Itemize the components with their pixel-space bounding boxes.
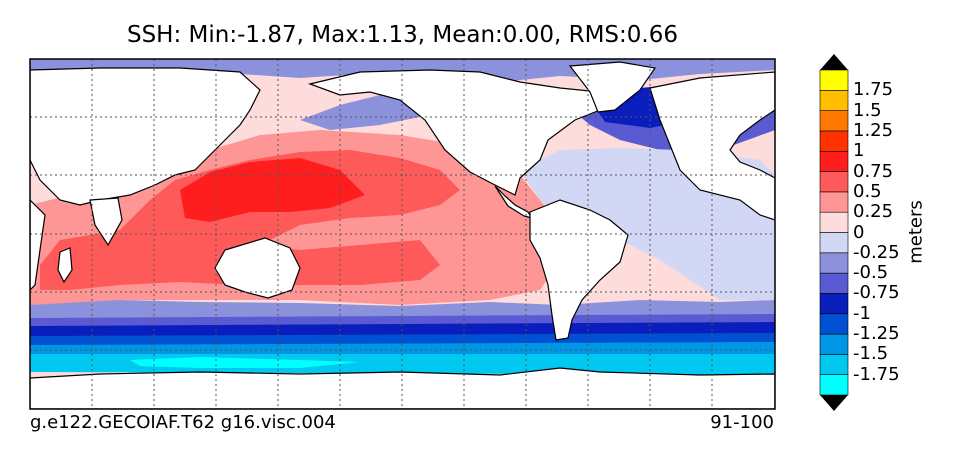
warm-pool-peak	[180, 158, 365, 222]
map-frame	[29, 58, 776, 410]
land-south-america	[529, 199, 629, 341]
chart-title: SSH: Min:-1.87, Max:1.13, Mean:0.00, RMS…	[126, 22, 678, 48]
colorbar-tick-label: 1.75	[853, 79, 894, 101]
colorbar-tick-label: -1.75	[853, 363, 900, 385]
colorbar-extend-min	[820, 395, 848, 411]
north-pacific-low	[300, 95, 430, 130]
colorbar-tick-label: -0.25	[853, 241, 900, 263]
colorbar-segment	[819, 313, 849, 335]
colorbar-segment	[819, 211, 849, 233]
colorbar-tick-label: 1.5	[853, 99, 882, 121]
colorbar-tick-label: 0.5	[853, 180, 882, 202]
land-asia-west	[30, 67, 261, 206]
colorbar-tick-label: 0	[853, 221, 865, 243]
colorbar-tick-label: -0.5	[853, 262, 889, 284]
colorbar-segment	[819, 110, 849, 132]
colorbar-segment	[819, 354, 849, 375]
colorbar-units-label: meters	[905, 200, 927, 264]
southern-band-7	[130, 357, 360, 368]
colorbar-tick-label: 1	[853, 140, 865, 162]
colorbar-extend-max	[820, 54, 848, 70]
colorbar-tick-label: -1.25	[853, 323, 900, 345]
colorbar-segment	[819, 272, 849, 294]
land-africa	[30, 199, 46, 291]
colorbar-segment	[819, 130, 849, 152]
year-range-label: 91-100	[710, 412, 774, 433]
colorbar	[819, 54, 849, 411]
colorbar-tick-label: 0.25	[853, 201, 894, 223]
colorbar-tick-label: -1.5	[853, 343, 889, 365]
colorbar-segment	[819, 333, 849, 355]
land-greenland	[568, 61, 657, 113]
land-india	[89, 197, 123, 247]
colorbar-segment	[819, 252, 849, 274]
colorbar-tick-label: 1.25	[853, 119, 894, 141]
colorbar-segment	[819, 293, 849, 315]
colorbar-segment	[819, 232, 849, 254]
colorbar-segment	[819, 374, 849, 396]
colorbar-tick-label: 0.75	[853, 160, 894, 182]
colorbar-segment	[819, 171, 849, 193]
colorbar-segment	[819, 90, 849, 111]
colorbar-segment	[819, 150, 849, 172]
colorbar-segment	[819, 69, 849, 91]
graticule	[30, 59, 775, 409]
colorbar-segment	[819, 191, 849, 213]
land-madagascar	[57, 247, 73, 284]
land-antarctica	[30, 367, 775, 409]
colorbar-tick-label: -0.75	[853, 282, 900, 304]
land-north-america	[307, 69, 601, 196]
map-panel	[30, 59, 775, 409]
colorbar-tick-label: -1	[853, 302, 871, 324]
run-id-label: g.e122.GECOIAF.T62 g16.visc.004	[30, 412, 336, 433]
land-australia	[214, 237, 301, 299]
